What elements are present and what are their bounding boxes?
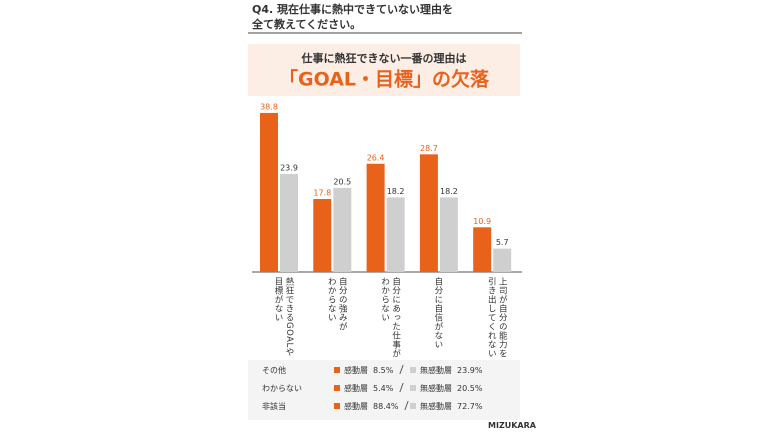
value-label: 18.2 (387, 187, 405, 196)
table-row: わからない 感動層 5.4% 無感動層 20.5% (262, 382, 502, 396)
subtitle: 仕事に熱狂できない一番の理由は (301, 51, 467, 65)
bar (280, 174, 298, 272)
slash (400, 401, 410, 410)
value-label: 18.2 (440, 187, 458, 196)
x-tick-label: 熱狂できるGOALや 目標がない (273, 277, 294, 357)
value-label: 5.7 (496, 238, 509, 247)
row-cell: 感動層 88.4% (334, 400, 410, 414)
series-name: 無感動層 (420, 366, 452, 375)
table-bg (248, 360, 520, 420)
slash (395, 365, 404, 374)
slash (395, 383, 404, 392)
row-cell: 感動層 8.5% (334, 364, 404, 378)
swatch (334, 367, 340, 373)
row-cell: 無感動層 23.9% (410, 364, 482, 378)
table-row: 非該当 感動層 88.4% 無感動層 72.7% (262, 400, 502, 414)
value-label: 10.9 (473, 217, 491, 226)
bar (493, 248, 512, 272)
value-label: 20.5 (333, 177, 351, 186)
series-name: 無感動層 (420, 384, 452, 393)
swatch (410, 367, 416, 373)
x-tick-label: 上司が自分の能力を 引き出してくれない (486, 277, 508, 358)
row-value: 20.5% (457, 384, 483, 393)
row-label: その他 (262, 366, 286, 375)
table-row: その他 感動層 8.5% 無感動層 23.9% (262, 364, 502, 378)
row-value: 23.9% (457, 366, 483, 375)
x-tick-label: 自分に自信がない (432, 277, 443, 349)
series-name: 感動層 (344, 366, 368, 375)
value-label: 28.7 (420, 144, 438, 153)
x-tick-label: 自分にあった仕事が わからない (379, 277, 401, 358)
row-cell: 無感動層 20.5% (410, 382, 482, 396)
row-cell: 感動層 5.4% (334, 382, 404, 396)
series-name: 感動層 (344, 402, 368, 411)
series-name: 無感動層 (420, 402, 452, 411)
swatch (334, 403, 340, 409)
row-label: 非該当 (262, 402, 286, 411)
swatch (410, 403, 416, 409)
banner (248, 44, 520, 96)
brand: MIZUKARA (488, 421, 536, 430)
row-value: 88.4% (373, 402, 399, 411)
chart-title: 「GOAL・目標」の欠落 (279, 68, 490, 91)
row-value: 72.7% (457, 402, 483, 411)
series-name: 感動層 (344, 384, 368, 393)
row-value: 5.4% (373, 384, 394, 393)
value-label: 23.9 (280, 164, 298, 173)
value-label: 38.8 (260, 102, 278, 111)
bar (333, 187, 352, 272)
bar (419, 154, 438, 272)
row-label: わからない (262, 384, 302, 393)
row-cell: 無感動層 72.7% (410, 400, 482, 414)
x-tick-label: 自分の強みが わからない (326, 277, 348, 331)
swatch (334, 385, 340, 391)
bar (260, 112, 278, 272)
bar (313, 199, 332, 272)
value-label: 26.4 (367, 153, 385, 162)
bar (386, 197, 405, 272)
swatch (410, 385, 416, 391)
bar (366, 163, 385, 272)
bar (473, 227, 492, 272)
question: Q4. 現在仕事に熱中できていない理由を 全て教えてください。 (252, 3, 454, 31)
bar (439, 197, 458, 272)
value-label: 17.8 (313, 189, 331, 198)
row-value: 8.5% (373, 366, 394, 375)
